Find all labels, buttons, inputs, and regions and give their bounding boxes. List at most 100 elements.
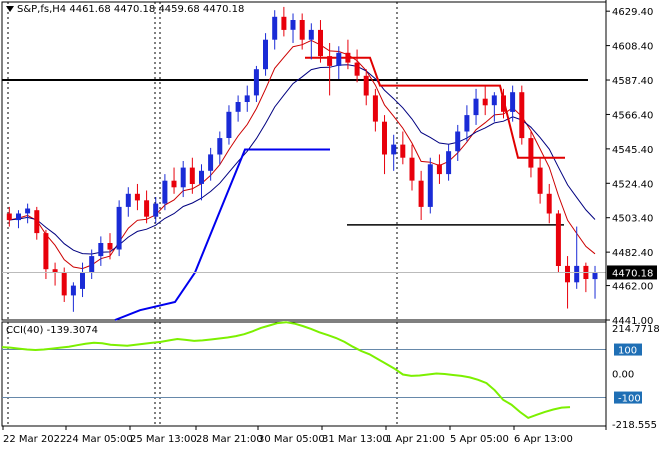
price-tick-label: 4441.00	[612, 316, 653, 327]
price-tick-label: 4629.40	[612, 7, 653, 18]
trailing-stop-blue	[114, 148, 330, 321]
candle-bull	[446, 151, 452, 175]
cci-panel	[1, 321, 607, 427]
candle-bull	[464, 115, 470, 132]
candle-bear	[52, 269, 58, 273]
dropdown-triangle-icon[interactable]	[6, 6, 14, 12]
candle-bull	[455, 131, 461, 152]
candle-bull	[592, 272, 598, 280]
candle-bull	[162, 180, 168, 204]
candle-bear	[482, 98, 488, 106]
cci-frame	[1, 321, 607, 427]
candle-bull	[153, 203, 159, 217]
candle-bull	[290, 20, 296, 30]
cci-line	[1, 321, 571, 420]
low-value: 4459.68	[158, 4, 200, 15]
candle-bull	[125, 193, 131, 207]
candle-bear	[327, 56, 333, 66]
price-tick-label: 4545.40	[612, 145, 653, 156]
candle-bear	[299, 20, 305, 40]
candle-bull	[253, 69, 259, 96]
candle-bull	[16, 213, 21, 221]
cci-tick-label: 0.00	[612, 370, 634, 381]
last-price-label: 4470.18	[612, 268, 653, 279]
candle-bear	[107, 243, 113, 250]
candle-bull	[263, 39, 268, 70]
time-tick-label: 24 Mar 05:00	[66, 434, 133, 445]
candle-bear	[501, 95, 506, 112]
candle-bull	[473, 98, 479, 116]
time-tick-label: 28 Mar 21:00	[196, 434, 263, 445]
chart-header: S&P,fs,H4 4461.68 4470.18 4459.68 4470.1…	[6, 4, 244, 15]
price-tick-label: 4587.40	[612, 76, 653, 87]
candle-bull	[491, 95, 497, 106]
cci-level-badge	[614, 391, 642, 404]
candle-bear	[565, 265, 570, 283]
open-value: 4461.68	[69, 4, 111, 15]
ma-fast-line	[9, 39, 596, 270]
candle-bear	[546, 193, 552, 214]
last-price-badge	[607, 265, 657, 280]
candle-bull	[70, 285, 76, 296]
candle-bear	[555, 213, 561, 266]
candle-bull	[80, 272, 85, 289]
candle-bull	[336, 52, 342, 66]
cci-tick-label: 100	[618, 346, 637, 357]
time-tick-label: 25 Mar 13:00	[130, 434, 197, 445]
time-tick-label: 6 Apr 13:00	[514, 434, 573, 445]
symbol-label: S&P,fs,H4	[17, 4, 67, 15]
candle-bear	[519, 92, 525, 139]
cci-tick-label: 214.7718	[612, 324, 660, 335]
candle-bear	[382, 121, 387, 155]
candle-bear	[372, 95, 378, 122]
candle-bull	[116, 206, 122, 250]
candle-bull	[510, 92, 516, 112]
cci-label: CCI(40)	[6, 325, 44, 336]
time-tick-label: 22 Mar 2022	[3, 434, 66, 445]
candle-bear	[528, 138, 534, 168]
time-tick-label: 30 Mar 05:00	[258, 434, 325, 445]
ma-slow-line	[9, 64, 596, 255]
time-tick-label: 5 Apr 05:00	[450, 434, 509, 445]
candle-bull	[244, 95, 250, 102]
price-tick-label: 4482.40	[612, 248, 653, 259]
close-value: 4470.18	[202, 4, 245, 15]
time-tick-label: 1 Apr 21:00	[386, 434, 445, 445]
candle-bear	[281, 16, 287, 30]
high-value: 4470.18	[113, 4, 156, 15]
candle-bull	[180, 167, 186, 188]
candle-bull	[391, 144, 397, 155]
candle-bear	[436, 164, 442, 175]
time-tick-label: 31 Mar 13:00	[322, 434, 389, 445]
cci-level-badge	[614, 343, 642, 356]
candle-bear	[34, 210, 40, 234]
price-panel	[1, 1, 607, 426]
candle-bear	[318, 29, 323, 57]
cci-tick-label: -100	[618, 394, 641, 405]
trailing-stop-red	[305, 56, 565, 159]
candle-bull	[427, 164, 433, 207]
candle-bull	[272, 16, 278, 40]
candle-bear	[6, 213, 12, 221]
cci-value: -139.3074	[46, 325, 98, 336]
candle-bear	[43, 233, 49, 270]
candle-bear	[171, 180, 177, 188]
price-tick-label: 4524.40	[612, 179, 653, 190]
candle-bull	[208, 154, 214, 171]
cci-tick-label: -218.555	[612, 420, 657, 431]
candle-bear	[144, 200, 150, 217]
candle-bear	[537, 167, 543, 194]
candle-bear	[363, 75, 369, 96]
candle-bear	[409, 157, 415, 181]
candle-bull	[199, 170, 204, 184]
candle-bull	[98, 243, 104, 257]
candle-bull	[217, 138, 223, 155]
price-tick-label: 4608.40	[612, 42, 653, 53]
candle-bear	[345, 52, 351, 63]
candle-bull	[574, 265, 580, 283]
candle-bull	[235, 102, 241, 112]
price-tick-label: 4503.40	[612, 214, 653, 225]
candle-bull	[89, 256, 95, 273]
